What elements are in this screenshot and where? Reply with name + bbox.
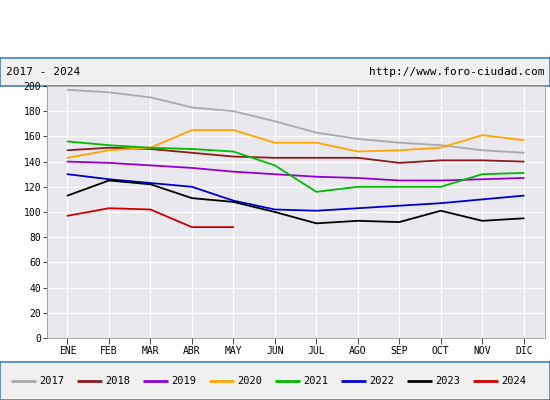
Text: 2022: 2022	[370, 376, 394, 386]
Text: 2020: 2020	[238, 376, 262, 386]
Text: http://www.foro-ciudad.com: http://www.foro-ciudad.com	[369, 67, 544, 77]
Text: Evolucion del paro registrado en San Sadurniño: Evolucion del paro registrado en San Sad…	[101, 22, 449, 36]
Text: 2021: 2021	[304, 376, 328, 386]
Text: 2017 - 2024: 2017 - 2024	[6, 67, 80, 77]
Text: 2023: 2023	[436, 376, 460, 386]
Text: 2017: 2017	[40, 376, 64, 386]
Text: 2024: 2024	[502, 376, 526, 386]
Text: 2018: 2018	[106, 376, 130, 386]
Text: 2019: 2019	[172, 376, 196, 386]
